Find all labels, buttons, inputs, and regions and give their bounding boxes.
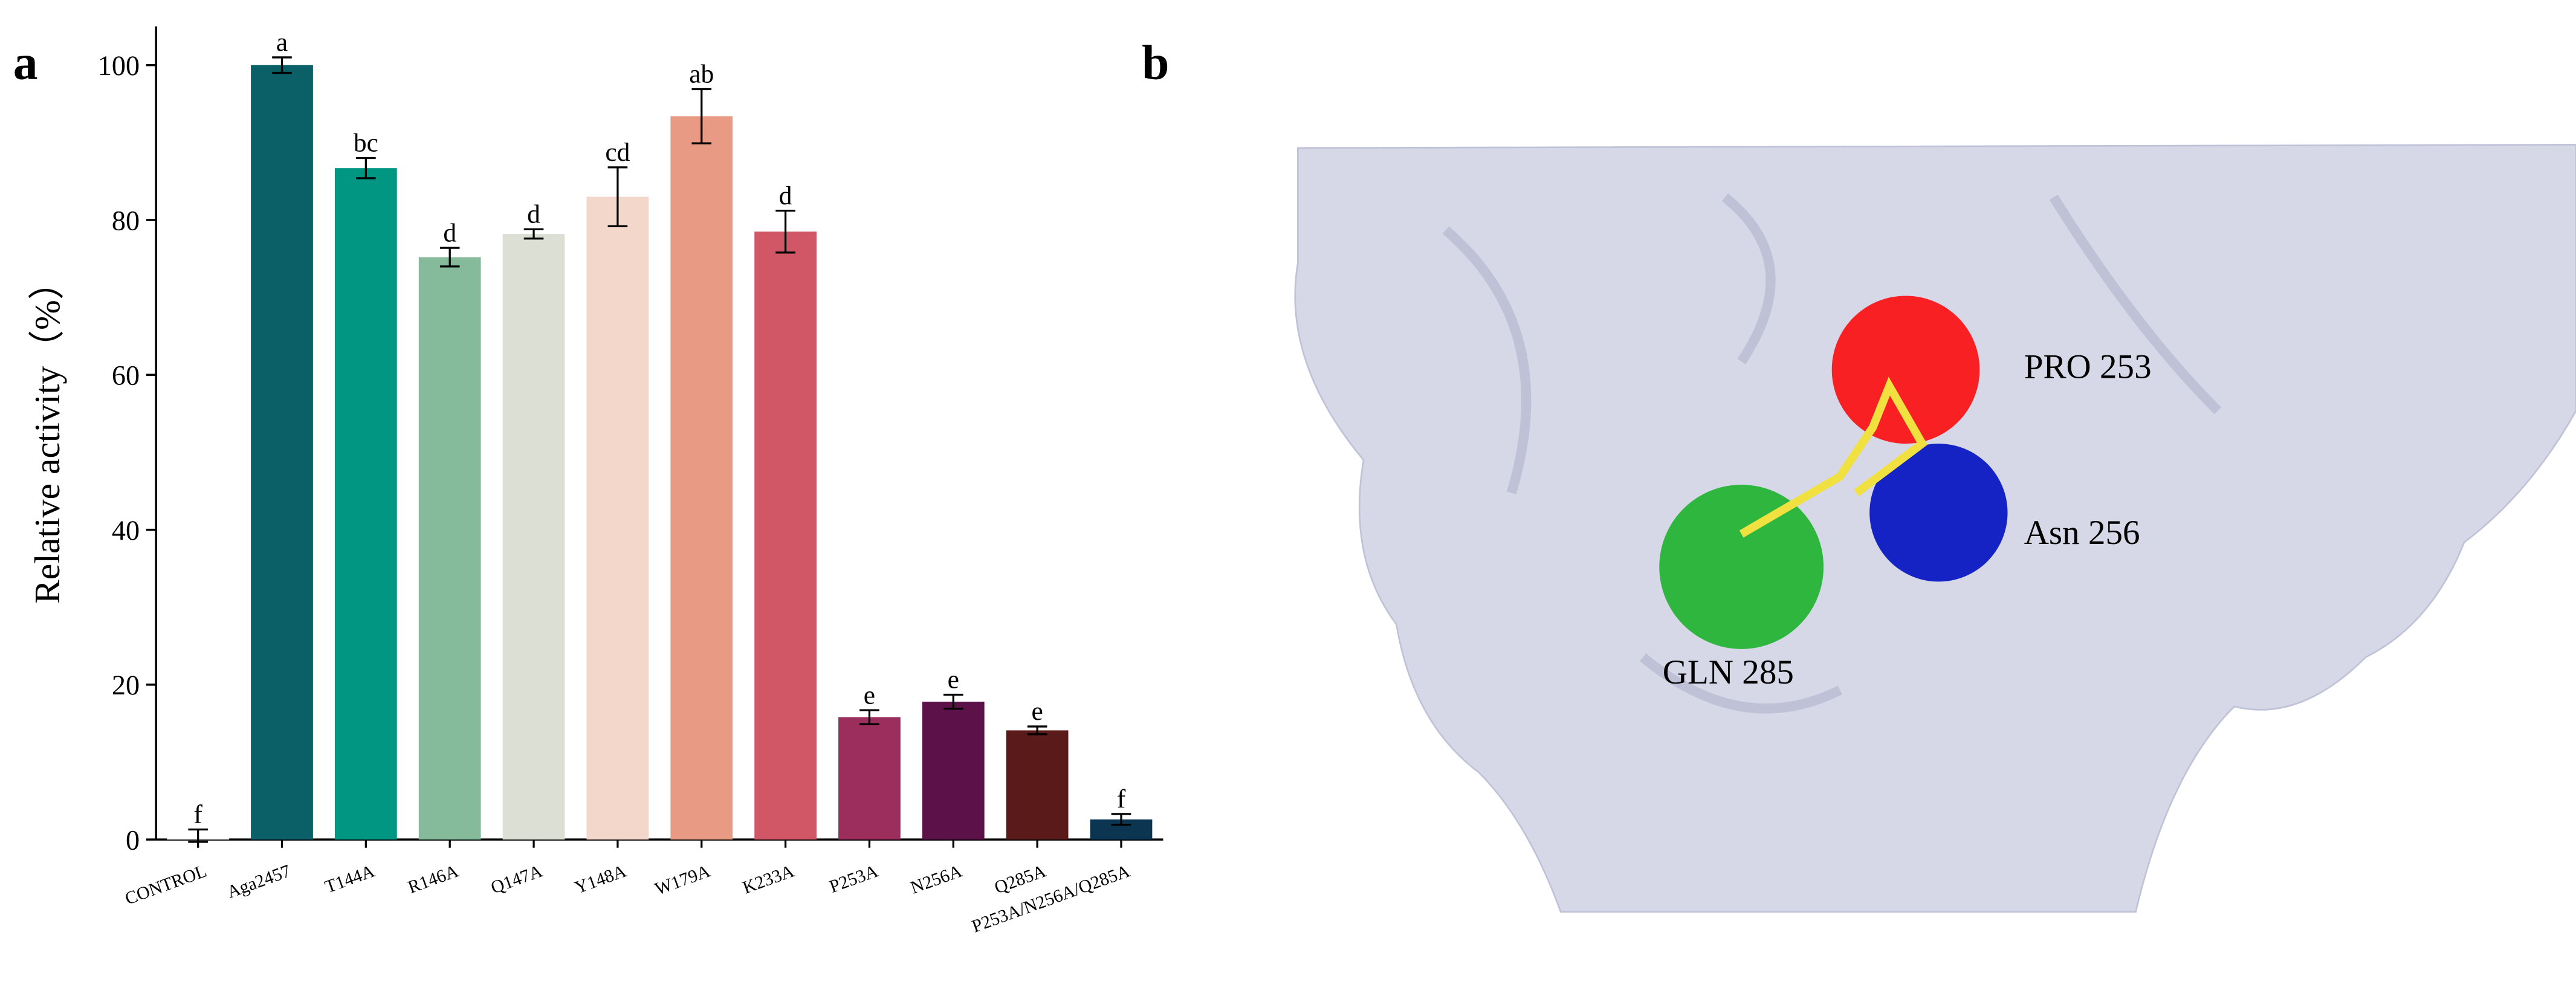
y-tick-label: 80 — [112, 205, 140, 236]
significance-label: ab — [689, 60, 714, 89]
significance-label: d — [527, 200, 540, 229]
bar — [922, 702, 985, 840]
x-tick-label: CONTROL — [122, 861, 209, 909]
structure-label: PRO 253 — [2024, 348, 2152, 386]
error-bar — [188, 828, 208, 843]
error-bar — [1111, 813, 1131, 826]
error-bar — [356, 157, 376, 179]
significance-label: e — [1031, 697, 1043, 726]
error-bar — [523, 228, 544, 240]
error-bar — [943, 693, 963, 710]
bar — [586, 196, 649, 840]
ligand — [1739, 377, 1928, 538]
x-tick-label: N256A — [908, 861, 965, 897]
significance-label: bc — [354, 129, 378, 158]
significance-label: e — [948, 665, 959, 694]
surface-shading — [1442, 193, 2222, 714]
x-tick-label: P253A — [827, 861, 881, 897]
bar — [754, 231, 817, 840]
y-tick-label: 60 — [112, 360, 140, 391]
significance-label: d — [443, 218, 456, 247]
panel-label: b — [1142, 35, 1169, 90]
significance-label: cd — [605, 138, 630, 167]
residue-sphere — [1659, 485, 1824, 649]
error-bar — [691, 88, 712, 144]
y-tick-label: 40 — [112, 515, 140, 546]
y-tick-label: 100 — [98, 50, 140, 81]
structure-label: GLN 285 — [1663, 653, 1794, 691]
error-bar — [272, 56, 292, 74]
error-bar — [859, 709, 879, 725]
structure-image: PRO 253 Asn 256 GLN 285 — [1294, 144, 2576, 913]
bar — [1006, 730, 1069, 840]
x-tick-label: T144A — [322, 861, 377, 897]
bar — [418, 257, 481, 840]
error-bar — [775, 210, 795, 254]
x-tick-label: P253A/N256A/Q285A — [969, 861, 1133, 936]
error-bar — [1027, 725, 1047, 736]
error-bar — [607, 166, 628, 227]
x-tick-label: Q147A — [488, 861, 545, 897]
significance-label: f — [1117, 784, 1126, 813]
residue-sphere — [1869, 444, 2008, 582]
error-bar — [439, 247, 460, 268]
x-tick-label: K233A — [740, 861, 797, 897]
bar — [670, 116, 733, 840]
y-tick-label: 0 — [126, 824, 140, 855]
y-tick-label: 20 — [112, 670, 140, 700]
x-tick-label: Aga2457 — [224, 861, 293, 902]
significance-label: f — [193, 800, 202, 829]
residue-sphere — [1831, 296, 1980, 444]
significance-label: d — [779, 181, 792, 210]
y-axis-label: Relative activity（%） — [27, 263, 67, 604]
structure-label: Asn 256 — [2024, 514, 2140, 552]
x-tick-label: Y148A — [572, 861, 629, 897]
bar — [502, 234, 565, 840]
x-tick-label: W179A — [652, 861, 713, 899]
bar — [838, 717, 901, 840]
x-tick-label: R146A — [405, 861, 461, 897]
bar — [334, 168, 397, 840]
panel-label: a — [13, 35, 38, 90]
significance-label: a — [276, 28, 288, 57]
significance-label: e — [864, 681, 875, 710]
bar — [251, 65, 313, 840]
